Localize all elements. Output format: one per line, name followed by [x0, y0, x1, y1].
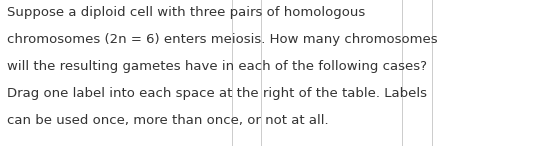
Text: Drag one label into each space at the right of the table. Labels: Drag one label into each space at the ri… — [7, 87, 427, 100]
Text: chromosomes (2n = 6) enters meiosis. How many chromosomes: chromosomes (2n = 6) enters meiosis. How… — [7, 33, 437, 46]
Text: will the resulting gametes have in each of the following cases?: will the resulting gametes have in each … — [7, 60, 427, 73]
Text: Suppose a diploid cell with three pairs of homologous: Suppose a diploid cell with three pairs … — [7, 6, 365, 19]
Text: can be used once, more than once, or not at all.: can be used once, more than once, or not… — [7, 114, 328, 127]
